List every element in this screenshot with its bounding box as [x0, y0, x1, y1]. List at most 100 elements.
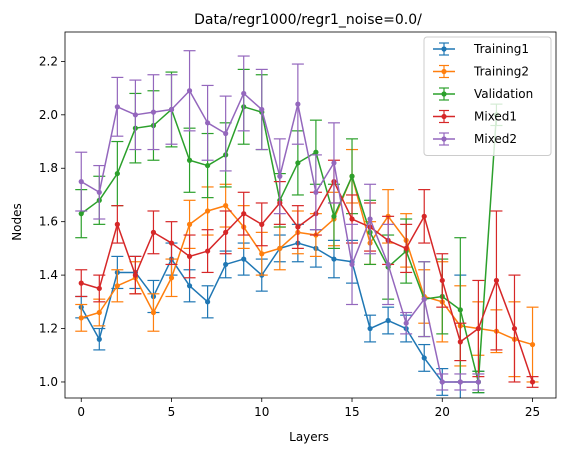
data-point: [295, 160, 301, 166]
data-point: [168, 240, 175, 246]
y-tick-label: 1.6: [39, 215, 58, 229]
data-point: [132, 112, 139, 118]
data-point: [457, 307, 463, 313]
data-point: [313, 189, 319, 195]
data-point: [186, 283, 193, 289]
data-point: [385, 317, 391, 324]
x-tick-label: 25: [525, 405, 540, 419]
x-tick-label: 15: [344, 405, 359, 419]
data-point: [168, 275, 175, 281]
legend-label: Training1: [473, 42, 529, 56]
data-point: [223, 229, 229, 235]
data-point: [223, 203, 229, 209]
data-point: [241, 211, 247, 217]
plot-frame: [64, 31, 557, 399]
data-point: [186, 253, 193, 260]
series-mixed2: [75, 50, 485, 391]
data-point: [529, 341, 536, 348]
data-point: [403, 245, 409, 251]
legend-marker: [441, 46, 447, 52]
legend-label: Training2: [473, 65, 529, 79]
legend-entry: Training2: [433, 65, 529, 79]
data-point: [150, 109, 157, 115]
legend-marker: [441, 136, 447, 142]
data-point: [78, 315, 84, 321]
series-line: [80, 106, 498, 383]
data-point: [96, 285, 102, 292]
data-point: [96, 336, 102, 342]
legend-entry: Validation: [433, 87, 533, 101]
x-tick-label: 5: [168, 405, 176, 419]
data-point: [241, 256, 247, 262]
x-tick-label: 0: [77, 405, 85, 419]
x-tick-label: 20: [435, 405, 450, 419]
data-point: [186, 221, 193, 227]
data-point: [205, 162, 211, 169]
data-point: [331, 256, 337, 262]
data-point: [277, 173, 283, 179]
y-tick-label: 1.8: [39, 161, 58, 175]
data-point: [150, 229, 157, 235]
x-axis-label: Layers: [289, 430, 329, 444]
data-point: [114, 170, 120, 177]
data-point: [493, 277, 500, 284]
data-point: [349, 216, 355, 222]
data-point: [241, 90, 247, 97]
data-point: [475, 325, 481, 332]
data-point: [421, 296, 427, 302]
data-point: [385, 261, 391, 268]
legend-marker: [441, 68, 447, 75]
data-point: [439, 379, 445, 385]
legend-entry: Mixed1: [433, 110, 517, 124]
data-point: [259, 106, 265, 113]
data-point: [114, 104, 120, 110]
data-point: [277, 245, 283, 251]
plot-area: [75, 50, 539, 398]
legend-marker: [441, 113, 447, 120]
data-point: [331, 160, 337, 166]
data-point: [403, 320, 409, 326]
data-point: [313, 149, 319, 155]
y-tick-label: 1.0: [39, 375, 58, 389]
data-point: [168, 106, 175, 113]
x-tick-label: 10: [254, 405, 269, 419]
data-point: [367, 216, 373, 222]
data-point: [457, 339, 463, 345]
data-point: [367, 325, 373, 332]
y-tick-label: 1.4: [39, 268, 58, 282]
data-point: [96, 189, 102, 195]
data-point: [132, 272, 139, 278]
y-axis-label: Nodes: [10, 203, 24, 241]
data-point: [295, 101, 301, 107]
data-point: [439, 277, 445, 284]
legend-entry: Training1: [433, 42, 529, 56]
data-point: [511, 325, 518, 332]
data-point: [421, 213, 427, 219]
data-point: [150, 309, 157, 316]
y-tick-label: 1.2: [39, 322, 58, 336]
data-point: [259, 251, 265, 257]
data-point: [421, 355, 427, 361]
data-point: [205, 299, 211, 305]
legend-label: Mixed2: [474, 132, 517, 146]
axes: 0 5 10 15 20 25 1.0 1.2 1.4 1.6 1.8 2.0 2.2: [39, 54, 540, 419]
legend-marker: [441, 91, 447, 97]
data-point: [529, 379, 536, 385]
data-point: [96, 309, 102, 316]
data-point: [259, 221, 265, 227]
data-point: [114, 221, 120, 227]
y-tick-label: 2.0: [39, 108, 58, 122]
data-point: [78, 179, 84, 185]
y-tick-label: 2.2: [39, 54, 58, 68]
data-point: [205, 120, 211, 126]
legend-label: Validation: [474, 87, 533, 101]
series-line: [81, 180, 534, 383]
data-point: [114, 283, 120, 289]
data-point: [78, 280, 84, 286]
data-point: [78, 211, 84, 217]
data-point: [223, 130, 229, 137]
series-line: [81, 175, 533, 346]
data-point: [331, 213, 337, 219]
chart-title: Data/regr1000/regr1_noise=0.0/: [194, 12, 422, 28]
